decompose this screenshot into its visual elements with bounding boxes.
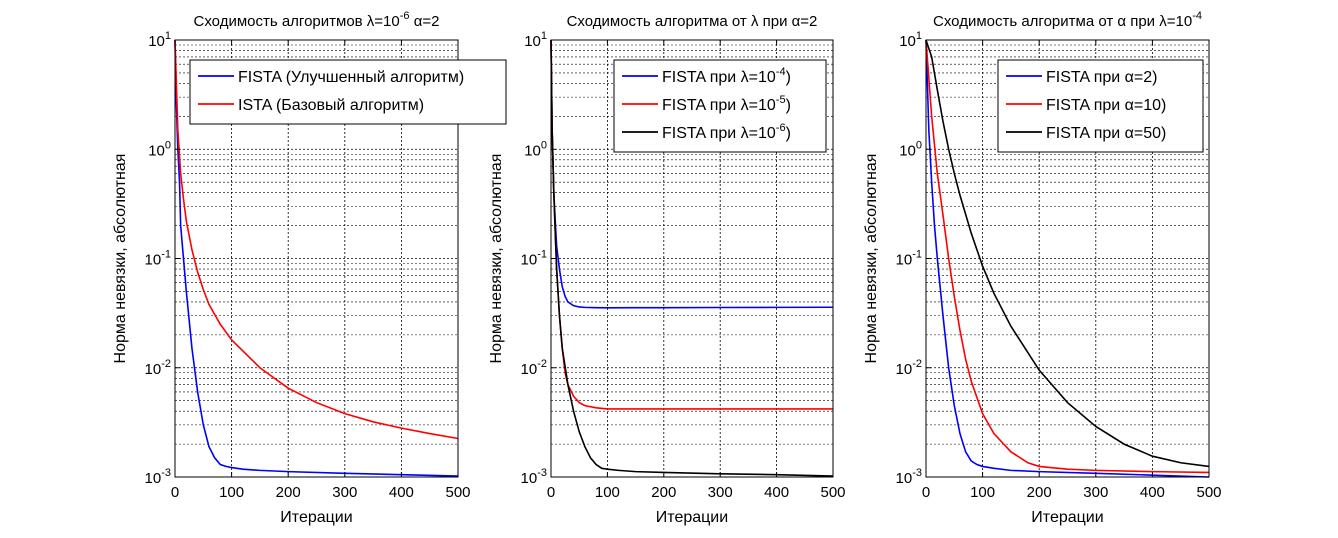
legend-entry: FISTA при α=2)	[1046, 69, 1157, 86]
y-tick-label: 10-3	[145, 467, 171, 487]
legend-entry: FISTA при λ=10-4)	[662, 66, 791, 86]
y-tick-label: 101	[524, 30, 547, 50]
x-axis-label: Итерации	[656, 509, 728, 526]
y-axis-label: Норма невязки, абсолютная	[112, 154, 129, 364]
series-line-3	[925, 39, 1210, 468]
x-tick-label: 200	[1027, 484, 1052, 501]
x-tick-label: 400	[764, 484, 789, 501]
x-tick-label: 500	[445, 484, 470, 501]
x-tick-label: 500	[820, 484, 845, 501]
x-tick-label: 300	[332, 484, 357, 501]
legend-entry: FISTA (Улучшенный алгоритм)	[238, 69, 464, 86]
x-tick-label: 300	[708, 484, 733, 501]
x-tick-label: 300	[1083, 484, 1108, 501]
legend-entry: FISTA при λ=10-5)	[662, 94, 791, 114]
y-tick-label: 10-3	[896, 467, 922, 487]
y-axis-label: Норма невязки, абсолютная	[863, 154, 880, 364]
y-tick-label: 10-1	[521, 249, 547, 269]
y-tick-label: 10-2	[145, 358, 171, 378]
legend: FISTA при λ=10-4) FISTA при λ=10-5) FISTA …	[613, 59, 827, 153]
legend-entry: FISTA при α=50)	[1046, 125, 1166, 142]
legend-box	[189, 59, 507, 125]
y-tick-label: 10-1	[896, 249, 922, 269]
y-axis-label: Норма невязки, абсолютная	[488, 154, 505, 364]
series-line-2	[174, 39, 459, 440]
x-tick-label: 0	[922, 484, 930, 501]
legend-entry: ISTA (Базовый алгоритм)	[238, 97, 424, 114]
y-tick-label: 101	[899, 30, 922, 50]
x-tick-label: 500	[1196, 484, 1221, 501]
chart-panel-2: 0 100 200 300 400 500 10-3 10-2 10-1 100 101 Сходим…	[488, 13, 846, 526]
y-tick-label: 10-2	[521, 358, 547, 378]
x-tick-label: 0	[171, 484, 179, 501]
x-tick-label: 200	[276, 484, 301, 501]
x-tick-label: 400	[1140, 484, 1165, 501]
series-line-1	[174, 39, 459, 477]
chart-title: Сходимость алгоритма от λ при α=2	[567, 13, 818, 30]
x-axis-label: Итерации	[1031, 509, 1103, 526]
x-tick-label: 200	[651, 484, 676, 501]
chart-panel-3: 0 100 200 300 400 500 10-3 10-2 10-1 100 101 Сходим…	[863, 10, 1222, 526]
y-tick-label: 10-2	[896, 358, 922, 378]
x-tick-label: 400	[389, 484, 414, 501]
chart-title: Сходимость алгоритма от α при λ=10-4	[933, 10, 1202, 30]
x-tick-label: 100	[970, 484, 995, 501]
series-line-1	[925, 39, 1210, 478]
x-tick-label: 100	[595, 484, 620, 501]
y-tick-label: 100	[148, 139, 171, 159]
legend: FISTA (Улучшенный алгоритм) ISTA (Базовый…	[189, 59, 507, 125]
x-axis-label: Итерации	[280, 509, 352, 526]
legend-entry: FISTA при λ=10-6)	[662, 122, 791, 142]
legend: FISTA при α=2) FISTA при α=10) FISTA при α…	[997, 59, 1204, 153]
y-tick-label: 100	[899, 139, 922, 159]
series-line-2	[925, 39, 1210, 474]
y-tick-label: 10-3	[521, 467, 547, 487]
chart-title: Сходимость алгоритмов λ=10-6 α=2	[194, 10, 440, 30]
y-tick-label: 101	[148, 30, 171, 50]
x-tick-label: 100	[219, 484, 244, 501]
legend-entry: FISTA при α=10)	[1046, 97, 1166, 114]
x-tick-label: 0	[547, 484, 555, 501]
y-tick-label: 10-1	[145, 249, 171, 269]
y-tick-label: 100	[524, 139, 547, 159]
series-line-3	[550, 39, 834, 477]
chart-panel-1: 0 100 200 300 400 500 10-3 10-2 10-1 100 101 Сходим…	[112, 10, 507, 526]
grid	[551, 40, 833, 477]
